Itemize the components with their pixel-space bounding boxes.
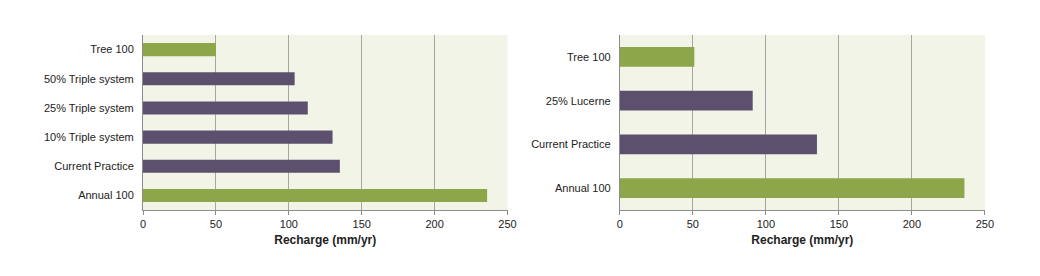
svg-text:Current Practice: Current Practice [54, 160, 133, 172]
svg-text:50: 50 [210, 218, 222, 230]
svg-text:Current Practice: Current Practice [531, 138, 610, 150]
svg-text:Recharge (mm/yr): Recharge (mm/yr) [274, 233, 376, 247]
svg-text:150: 150 [353, 218, 371, 230]
svg-text:50% Triple system: 50% Triple system [44, 73, 134, 85]
svg-text:Recharge (mm/yr): Recharge (mm/yr) [751, 233, 853, 247]
svg-text:200: 200 [903, 218, 921, 230]
svg-text:Tree 100: Tree 100 [567, 51, 611, 63]
svg-text:Tree 100: Tree 100 [90, 43, 134, 55]
svg-text:0: 0 [140, 218, 146, 230]
svg-text:10% Triple system: 10% Triple system [44, 131, 134, 143]
svg-text:Annual 100: Annual 100 [78, 189, 134, 201]
svg-text:100: 100 [280, 218, 298, 230]
svg-text:50: 50 [687, 218, 699, 230]
svg-text:150: 150 [830, 218, 848, 230]
svg-text:25% Lucerne: 25% Lucerne [546, 95, 611, 107]
svg-text:250: 250 [976, 218, 994, 230]
svg-text:Annual 100: Annual 100 [555, 182, 611, 194]
svg-text:100: 100 [757, 218, 775, 230]
svg-text:250: 250 [498, 218, 516, 230]
svg-text:200: 200 [425, 218, 443, 230]
svg-text:0: 0 [617, 218, 623, 230]
svg-text:25% Triple system: 25% Triple system [44, 102, 134, 114]
